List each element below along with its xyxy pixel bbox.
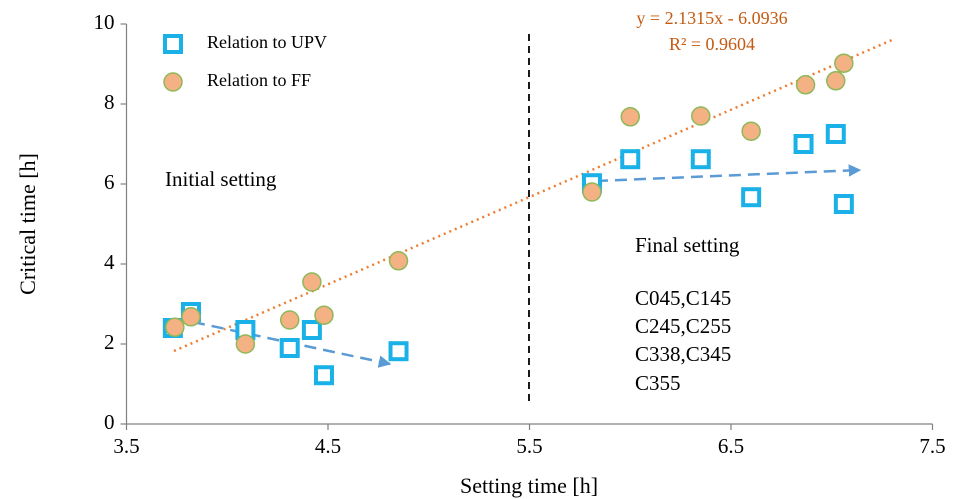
circle-marker xyxy=(235,334,256,354)
trend-arrow xyxy=(595,164,862,183)
trendline xyxy=(173,38,893,353)
y-tick-label: 2 xyxy=(104,330,115,354)
legend-label: Relation to FF xyxy=(207,70,311,90)
y-tick-label: 0 xyxy=(104,410,115,434)
x-tick-label: 7.5 xyxy=(919,434,945,458)
r-squared: R² = 0.9604 xyxy=(669,34,755,54)
square-marker xyxy=(825,124,846,144)
square-marker xyxy=(301,320,322,340)
y-tick-label: 10 xyxy=(94,10,115,34)
circle-marker xyxy=(181,307,201,327)
y-axis-label: Critical time [h] xyxy=(15,153,40,295)
y-tick-label: 4 xyxy=(104,250,115,274)
circle-marker xyxy=(741,121,761,141)
circle-marker xyxy=(279,310,300,330)
y-tick-label: 8 xyxy=(104,90,115,114)
annotation: Initial setting xyxy=(165,167,277,191)
annotation: Final setting xyxy=(635,233,740,257)
y-tick-label: 6 xyxy=(104,170,115,194)
square-marker xyxy=(833,194,854,214)
square-marker xyxy=(279,338,300,358)
circle-marker xyxy=(165,317,185,337)
plot xyxy=(162,53,854,386)
x-tick-label: 3.5 xyxy=(113,434,139,458)
legend-label: Relation to UPV xyxy=(207,32,327,52)
square-marker xyxy=(388,341,409,362)
annotation: C245,C255 xyxy=(635,314,731,338)
circle-marker xyxy=(302,272,322,292)
equation: y = 2.1315x - 6.0936 xyxy=(636,8,787,28)
legend-marker xyxy=(163,34,183,54)
x-tick-label: 5.5 xyxy=(516,434,542,458)
circle-marker xyxy=(388,251,409,271)
circle-marker xyxy=(834,53,854,73)
circle-marker xyxy=(582,182,602,202)
legend-marker xyxy=(163,72,183,92)
annotation: C338,C345 xyxy=(635,342,731,366)
square-marker xyxy=(741,187,762,208)
square-marker xyxy=(793,134,814,154)
square-marker xyxy=(620,149,641,170)
square-marker xyxy=(313,365,334,386)
circle-marker xyxy=(826,71,846,91)
annotation: C355 xyxy=(635,371,681,395)
circle-marker xyxy=(691,106,711,126)
x-axis-label: Setting time [h] xyxy=(460,473,598,498)
x-tick-label: 6.5 xyxy=(718,434,744,458)
x-tick-label: 4.5 xyxy=(315,434,341,458)
annotation: C045,C145 xyxy=(635,286,731,310)
circle-marker xyxy=(314,305,334,325)
square-marker xyxy=(690,149,711,170)
circle-marker xyxy=(795,75,816,95)
circle-marker xyxy=(620,107,640,127)
